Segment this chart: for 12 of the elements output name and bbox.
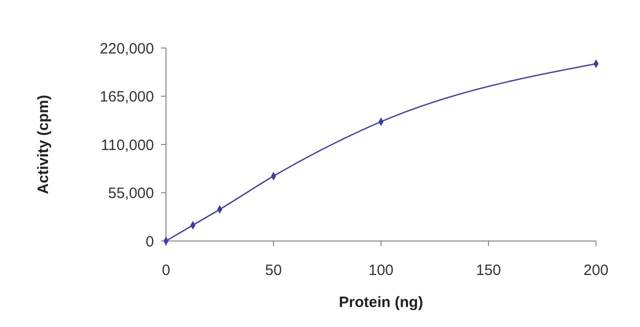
x-tick-label: 0 <box>162 262 170 279</box>
y-axis-title: Activity (cpm) <box>35 94 52 194</box>
x-axis-title: Protein (ng) <box>338 294 424 311</box>
x-tick-label: 50 <box>265 262 282 279</box>
y-tick-label: 110,000 <box>100 136 154 154</box>
y-tick-label: 55,000 <box>108 185 154 202</box>
x-tick-label: 150 <box>476 262 502 279</box>
y-tick-label: 165,000 <box>100 88 154 106</box>
x-tick-label: 100 <box>368 262 394 279</box>
y-tick-label: 220,000 <box>100 40 154 58</box>
y-tick-label: 0 <box>146 233 154 250</box>
x-tick-label: 200 <box>583 262 609 279</box>
